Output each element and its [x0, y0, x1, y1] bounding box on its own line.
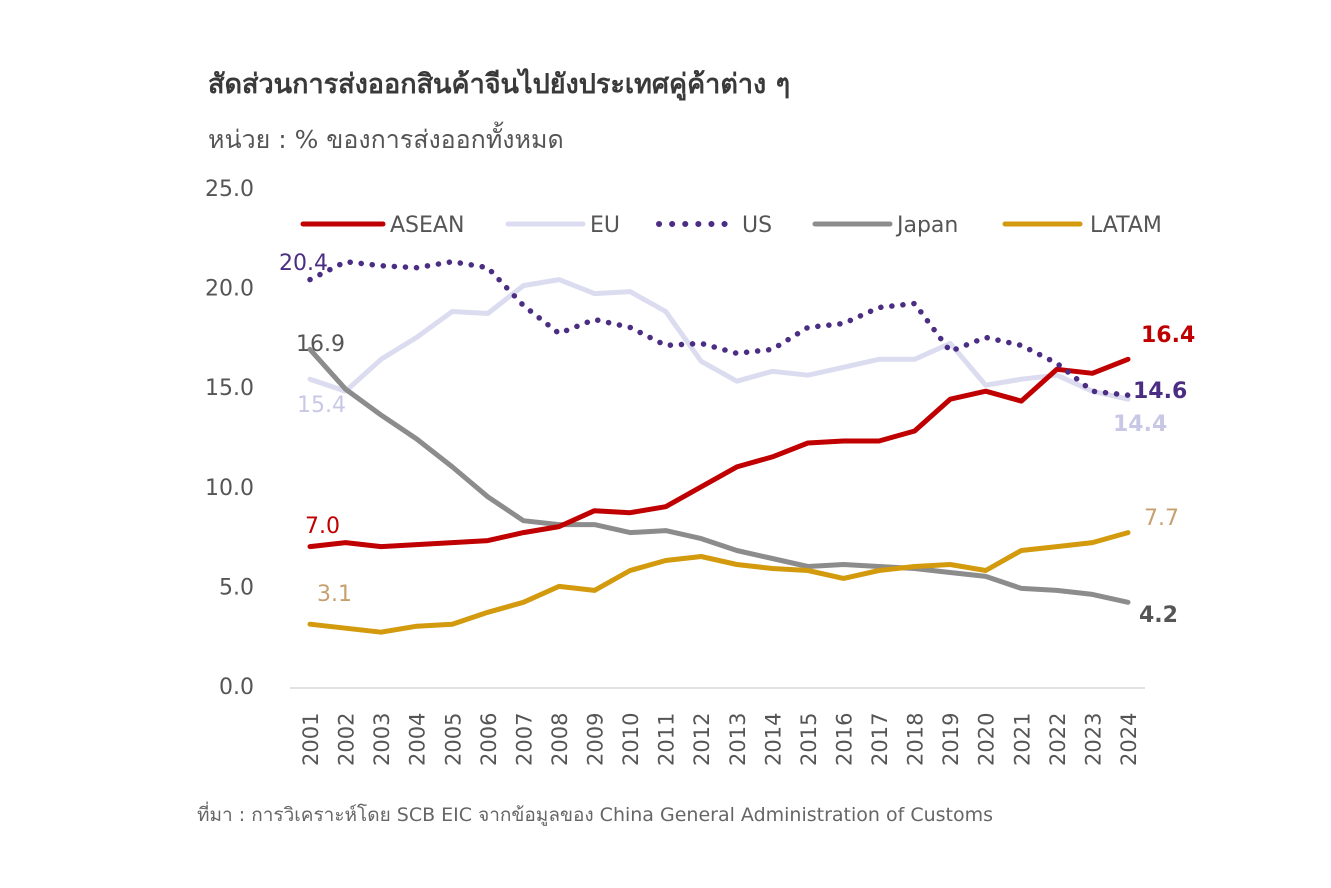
x-tick-label: 2009	[584, 713, 608, 766]
data-label-asean-2024: 16.4	[1141, 323, 1195, 348]
x-tick-label: 2004	[406, 713, 430, 766]
data-label-latam-2001: 3.1	[317, 582, 352, 607]
chart-title: สัดส่วนการส่งออกสินค้าจีนไปยังประเทศคู่ค…	[208, 69, 791, 100]
data-label-latam-2024: 7.7	[1144, 506, 1179, 531]
x-axis: 2001 2002 2003 2004 2005 2006 2007 2008 2009 2010…	[299, 713, 1141, 766]
legend: ASEAN EU US Japan LATAM	[300, 213, 1162, 238]
x-tick-label: 2001	[299, 713, 323, 766]
x-tick-label: 2003	[370, 713, 394, 766]
x-tick-label: 2022	[1046, 713, 1070, 766]
y-tick-label: 15.0	[205, 376, 254, 401]
y-tick-label: 10.0	[205, 476, 254, 501]
legend-label-japan: Japan	[895, 213, 958, 238]
chart-subtitle: หน่วย : % ของการส่งออกทั้งหมด	[208, 125, 564, 154]
data-label-asean-2001: 7.0	[305, 514, 340, 539]
x-tick-label: 2020	[975, 713, 999, 766]
x-tick-label: 2017	[868, 713, 892, 766]
data-label-eu-2001: 15.4	[297, 393, 346, 418]
data-labels: 7.0 16.4 15.4 14.4 20.4 14.6 16.9 4.2 3.1 7.7	[279, 251, 1195, 628]
series-lines	[307, 258, 1131, 635]
y-tick-label: 0.0	[219, 675, 254, 700]
source-note: ที่มา : การวิเคราะห์โดย SCB EIC จากข้อมู…	[197, 804, 994, 826]
legend-label-asean: ASEAN	[390, 213, 464, 238]
series-line-eu	[307, 277, 1131, 402]
x-tick-label: 2023	[1081, 713, 1105, 766]
series-line-latam	[307, 530, 1131, 635]
x-tick-label: 2024	[1117, 713, 1141, 766]
x-tick-label: 2005	[441, 713, 465, 766]
x-tick-label: 2013	[726, 713, 750, 766]
x-tick-label: 2016	[832, 713, 856, 766]
y-tick-label: 25.0	[205, 177, 254, 202]
data-label-us-2001: 20.4	[279, 251, 328, 276]
y-tick-label: 20.0	[205, 277, 254, 302]
data-label-japan-2024: 4.2	[1139, 603, 1178, 628]
data-label-eu-2024: 14.4	[1113, 412, 1167, 437]
x-tick-label: 2021	[1010, 713, 1034, 766]
x-tick-label: 2012	[690, 713, 714, 766]
x-tick-label: 2019	[939, 713, 963, 766]
data-label-us-2024: 14.6	[1133, 379, 1187, 404]
legend-label-latam: LATAM	[1090, 213, 1162, 238]
legend-label-eu: EU	[590, 213, 620, 238]
y-tick-label: 5.0	[219, 575, 254, 600]
x-tick-label: 2018	[904, 713, 928, 766]
x-tick-label: 2006	[477, 713, 501, 766]
x-tick-label: 2002	[335, 713, 359, 766]
y-axis: 0.0 5.0 10.0 15.0 20.0 25.0	[205, 177, 254, 700]
series-line-asean	[307, 356, 1131, 550]
data-label-japan-2001: 16.9	[296, 332, 345, 357]
x-tick-label: 2007	[512, 713, 536, 766]
x-tick-label: 2015	[797, 713, 821, 766]
x-tick-label: 2008	[548, 713, 572, 766]
series-line-japan	[307, 346, 1131, 605]
x-tick-label: 2014	[761, 713, 785, 766]
x-tick-label: 2010	[619, 713, 643, 766]
x-tick-label: 2011	[655, 713, 679, 766]
legend-label-us: US	[742, 213, 772, 238]
